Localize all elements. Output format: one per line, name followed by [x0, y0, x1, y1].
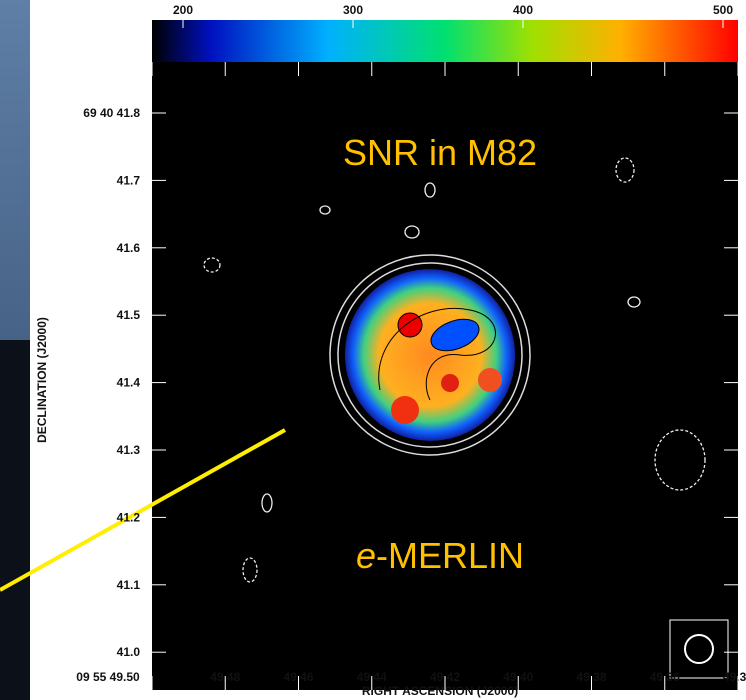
instrument: e-MERLIN [356, 535, 524, 576]
y-tick-label: 41.2 [117, 510, 141, 524]
page: SNR in M82 e-MERLIN DECLINATION (J2000) … [0, 0, 746, 700]
y-tick-label: 41.1 [117, 578, 141, 592]
y-tick-label: 41.0 [117, 645, 141, 659]
x-tick-label: 09 55 49.50 [76, 670, 140, 684]
instrument-prefix: e [356, 535, 376, 576]
colorbar-tick-label: 300 [343, 3, 363, 17]
y-tick-label: 41.6 [117, 241, 141, 255]
slide: SNR in M82 e-MERLIN DECLINATION (J2000) … [0, 0, 746, 700]
y-tick-label: 41.4 [117, 376, 141, 390]
y-tick-label: 69 40 41.8 [83, 106, 140, 120]
y-tick-label: 41.3 [117, 443, 141, 457]
colorbar [152, 20, 738, 62]
y-tick-label: 41.5 [117, 308, 141, 322]
y-tick-label: 41.7 [117, 173, 141, 187]
y-axis-label: DECLINATION (J2000) [35, 317, 49, 443]
x-tick-label: 49.34 [723, 670, 746, 684]
instrument-name: -MERLIN [376, 535, 524, 576]
colorbar-tick-label: 500 [713, 3, 733, 17]
colorbar-tick-label: 400 [513, 3, 533, 17]
colorbar-tick-label: 200 [173, 3, 193, 17]
x-axis-label: RIGHT ASCENSION (J2000) [362, 684, 518, 698]
title: SNR in M82 [343, 132, 537, 173]
